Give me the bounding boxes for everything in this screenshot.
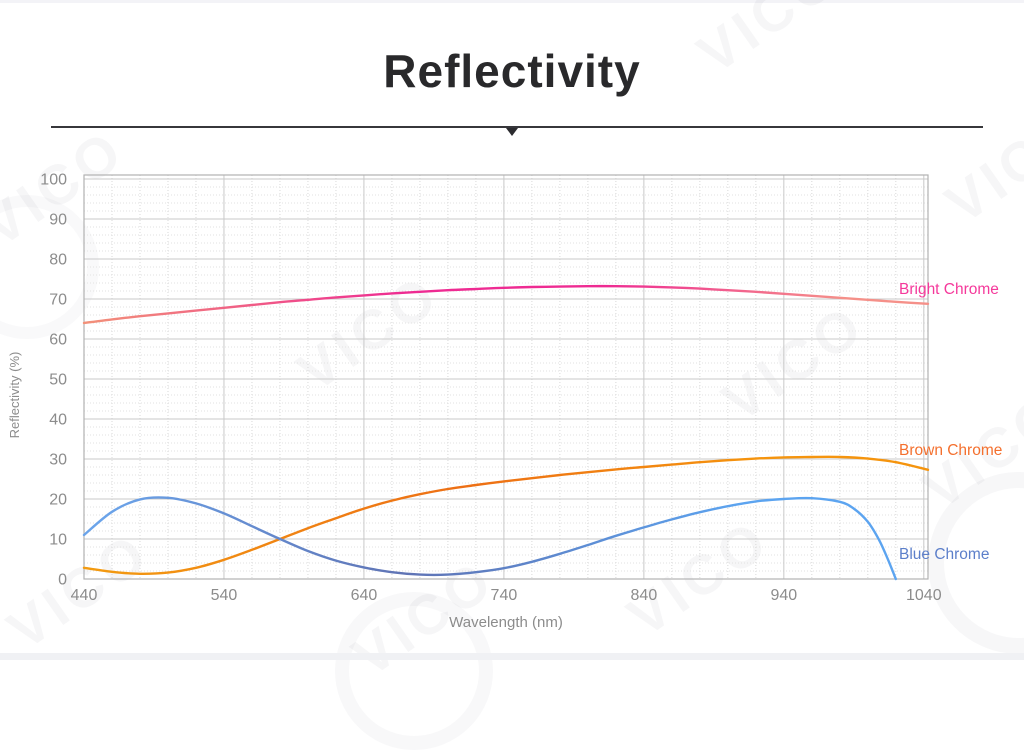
y-tick-label: 70: [49, 292, 67, 309]
y-tick-label: 90: [49, 212, 67, 229]
x-tick-label: 1040: [906, 587, 942, 604]
x-tick-label: 940: [770, 587, 797, 604]
title-underline: [51, 126, 983, 128]
x-tick-label: 840: [631, 587, 658, 604]
y-tick-label: 0: [58, 572, 67, 589]
y-tick-label: 20: [49, 492, 67, 509]
page-title: Reflectivity: [383, 45, 641, 97]
x-tick-label: 740: [491, 587, 518, 604]
plot-border: [83, 174, 929, 580]
triangle-down-icon: [506, 128, 518, 136]
y-tick-label: 100: [40, 172, 67, 189]
series-curve-blue-chrome: [82, 496, 897, 581]
series-curve-brown-chrome: [82, 455, 930, 576]
x-axis-title: Wavelength (nm): [449, 614, 563, 631]
series-curve-bright-chrome: [82, 284, 930, 325]
y-tick-label: 10: [49, 532, 67, 549]
top-edge-divider: [0, 0, 1024, 3]
bottom-edge-strip: [0, 653, 1024, 660]
y-tick-label: 80: [49, 252, 67, 269]
y-tick-label: 40: [49, 412, 67, 429]
x-tick-label: 440: [71, 587, 98, 604]
y-tick-label: 50: [49, 372, 67, 389]
series-label-blue-chrome: Blue Chrome: [899, 546, 989, 563]
y-axis-title: Reflectivity (%): [7, 352, 22, 439]
y-tick-label: 60: [49, 332, 67, 349]
x-tick-label: 640: [351, 587, 378, 604]
reflectivity-line-chart: 0 10 20 30 40 50 60 70 80 90 100 440 540 640 740 840 940…: [7, 172, 1002, 632]
series-label-bright-chrome: Bright Chrome: [899, 281, 999, 298]
x-tick-label: 540: [211, 587, 238, 604]
y-tick-label: 30: [49, 452, 67, 469]
page-root: { "page": { "title": "Reflectivity", "wa…: [0, 0, 1024, 660]
series-label-brown-chrome: Brown Chrome: [899, 442, 1002, 459]
